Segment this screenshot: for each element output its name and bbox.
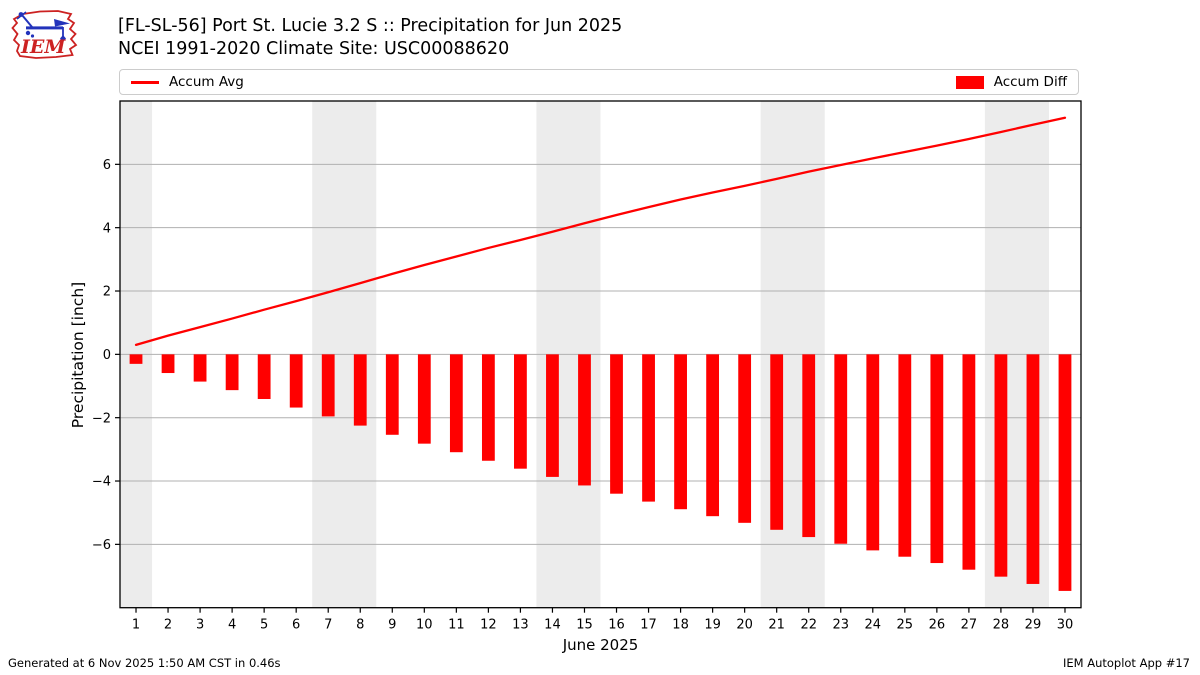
accum-diff-bar [449,354,463,453]
accum-diff-bar [161,354,175,374]
x-tick-label: 25 [897,618,914,633]
accum-diff-bar [770,354,784,530]
x-tick-label: 12 [480,618,497,633]
x-tick-label: 3 [196,618,204,633]
accum-diff-bar [610,354,623,494]
accum-diff-bar [706,354,720,517]
x-tick-label: 21 [768,618,785,633]
x-tick-label: 6 [292,618,300,633]
x-tick-label: 17 [640,618,657,633]
iem-logo-text: IEM [20,36,66,58]
x-tick-label: 22 [800,618,817,633]
accum-diff-bar [674,354,687,510]
accum-diff-bar [866,354,880,551]
accum-diff-bar [834,354,848,544]
x-tick-label: 16 [608,618,625,633]
accum-diff-bar [994,354,1008,577]
accum-diff-bar [193,354,207,382]
y-tick-label: 2 [103,285,111,300]
x-tick-label: 1 [132,618,140,633]
x-tick-label: 7 [324,618,332,633]
x-tick-label: 2 [164,618,172,633]
accum-diff-bar [1058,354,1072,591]
x-tick-label: 23 [832,618,849,633]
y-tick-label: 0 [103,348,111,363]
accum-diff-bar [898,354,912,557]
x-tick-label: 8 [356,618,364,633]
accum-diff-bar [1026,354,1040,584]
y-tick-label: −2 [92,411,111,426]
x-tick-label: 4 [228,618,236,633]
weather-vane-icon [16,11,70,42]
iem-logo: IEM [11,10,78,59]
x-tick-label: 9 [388,618,396,633]
x-tick-label: 14 [544,618,561,633]
app-credit: IEM Autoplot App #17 [1062,656,1190,670]
x-tick-label: 10 [416,618,433,633]
accum-diff-bar [257,354,271,400]
x-tick-label: 13 [512,618,529,633]
accum-diff-bar [962,354,976,570]
accum-diff-bar [385,354,399,435]
accum-diff-label: Accum Diff [993,74,1067,90]
accum-avg-label: Accum Avg [169,74,244,90]
x-tick-label: 15 [576,618,593,633]
x-tick-label: 30 [1057,618,1074,633]
x-tick-label: 18 [672,618,689,633]
chart-subtitle: NCEI 1991-2020 Climate Site: USC00088620 [118,38,510,59]
title-block: [FL-SL-56] Port St. Lucie 3.2 S :: Preci… [118,15,622,60]
chart-title: [FL-SL-56] Port St. Lucie 3.2 S :: Preci… [118,16,623,36]
x-tick-label: 19 [704,618,721,633]
accum-diff-bar [642,354,655,502]
legend-item-accum-diff: Accum Diff [955,74,1067,90]
accum-diff-bar [930,354,944,564]
y-axis-label: Precipitation [inch] [69,281,87,429]
accum-diff-bar [289,354,303,408]
accum-diff-bar [514,354,527,469]
x-tick-label: 27 [961,618,978,633]
accum-diff-bar-swatch [955,75,984,89]
accum-diff-bar [353,354,367,426]
y-tick-label: −4 [92,475,111,490]
legend: Accum Avg Accum Diff [119,69,1079,95]
accum-diff-bar [481,354,495,461]
x-tick-label: 5 [260,618,268,633]
accum-diff-bar [802,354,816,538]
accum-diff-bar [578,354,591,486]
accum-diff-bar [417,354,431,444]
y-tick-label: 6 [103,158,111,173]
y-tick-label: −6 [92,538,111,553]
x-tick-label: 11 [448,618,465,633]
iowa-outline-icon [11,10,78,59]
x-tick-label: 24 [865,618,882,633]
accum-avg-line [134,116,1067,346]
x-tick-label: 29 [1025,618,1042,633]
generated-timestamp: Generated at 6 Nov 2025 1:50 AM CST in 0… [8,656,281,670]
x-tick-label: 28 [993,618,1010,633]
accum-diff-bar [225,354,239,391]
accum-avg-line-swatch [131,80,159,84]
accum-diff-bar [738,354,752,523]
x-tick-label: 26 [929,618,946,633]
accum-diff-bar [129,354,143,364]
legend-item-accum-avg: Accum Avg [131,74,244,90]
accum-diff-bar [321,354,335,417]
y-tick-label: 4 [103,221,111,236]
x-axis-label: June 2025 [562,636,639,654]
accum-diff-bar [546,354,559,477]
x-tick-label: 20 [736,618,753,633]
